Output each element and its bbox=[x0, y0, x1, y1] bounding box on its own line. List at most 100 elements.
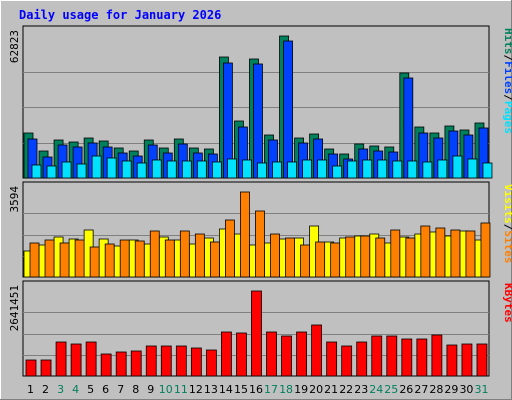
bar-pages-day-3 bbox=[61, 161, 72, 179]
x-tick-label-day-22: 22 bbox=[339, 383, 353, 396]
bar-pages-day-19 bbox=[302, 159, 312, 179]
chart-title: Daily usage for January 2026 bbox=[19, 8, 221, 22]
bar-kbytes-day-2 bbox=[40, 359, 52, 377]
bar-sites-day-20 bbox=[315, 241, 326, 278]
y-max-label-visits-sites: 3594 bbox=[8, 186, 21, 213]
bar-pages-day-18 bbox=[287, 161, 297, 179]
x-tick-label-day-17: 17 bbox=[264, 383, 278, 396]
x-tick-label-day-3: 3 bbox=[57, 383, 64, 396]
bar-sites-day-2 bbox=[44, 239, 55, 278]
bar-kbytes-day-29 bbox=[446, 344, 458, 377]
x-tick-label-day-26: 26 bbox=[399, 383, 413, 396]
bar-sites-day-8 bbox=[134, 240, 145, 278]
bar-sites-day-15 bbox=[240, 191, 250, 278]
bar-sites-day-23 bbox=[360, 235, 371, 278]
bar-pages-day-9 bbox=[151, 159, 162, 179]
bar-pages-day-11 bbox=[181, 160, 192, 179]
panel-visits-sites: 3594 Visits/Sites bbox=[8, 181, 512, 278]
bar-sites-day-11 bbox=[179, 230, 190, 278]
bar-kbytes-day-22 bbox=[341, 345, 353, 377]
panel-kbytes: 2641451 KBytes bbox=[8, 280, 512, 377]
panel-hits-files-pages: 62823 Hits/Files/Pages bbox=[8, 25, 512, 179]
bar-kbytes-day-15 bbox=[236, 332, 247, 377]
legend-item: / bbox=[502, 55, 512, 62]
bar-sites-day-6 bbox=[104, 243, 115, 278]
bar-sites-day-28 bbox=[435, 227, 446, 278]
x-tick-label-day-20: 20 bbox=[309, 383, 323, 396]
bar-pages-day-26 bbox=[407, 160, 418, 179]
legend-item: Sites bbox=[502, 230, 512, 263]
bar-kbytes-day-10 bbox=[160, 345, 172, 377]
bar-kbytes-day-16 bbox=[251, 290, 262, 377]
x-axis-day-labels: 1 2 3 4 5 6 7 8 9 10 11 12 13 14 15 16 17 18 19 20 21 22 23 24 2… bbox=[27, 383, 488, 396]
bar-sites-day-17 bbox=[270, 233, 280, 278]
x-tick-label-day-15: 15 bbox=[234, 383, 248, 396]
bar-pages-day-8 bbox=[136, 162, 147, 179]
bar-sites-day-5 bbox=[89, 246, 100, 278]
bar-pages-day-7 bbox=[121, 160, 132, 179]
bar-pages-day-1 bbox=[31, 164, 42, 179]
bar-pages-day-12 bbox=[196, 160, 207, 179]
x-tick-label-day-29: 29 bbox=[444, 383, 458, 396]
chart-panels: 62823 Hits/Files/Pages 3594 Visits / Sites 264… bbox=[8, 25, 512, 377]
bar-sites-day-30 bbox=[465, 230, 476, 278]
bar-sites-day-25 bbox=[390, 229, 401, 278]
bar-kbytes-day-24 bbox=[371, 335, 383, 377]
bar-pages-day-14 bbox=[227, 158, 237, 179]
x-tick-label-day-2: 2 bbox=[42, 383, 49, 396]
legend-item: / bbox=[502, 94, 512, 101]
bar-pages-day-16 bbox=[257, 162, 267, 179]
bar-sites-day-18 bbox=[285, 237, 295, 278]
bar-sites-day-13 bbox=[209, 241, 220, 278]
bar-kbytes-day-11 bbox=[175, 345, 187, 377]
x-tick-label-day-8: 8 bbox=[132, 383, 139, 396]
x-tick-label-day-9: 9 bbox=[147, 383, 154, 396]
bar-kbytes-day-6 bbox=[100, 353, 112, 377]
x-tick-label-day-10: 10 bbox=[159, 383, 173, 396]
bar-sites-day-12 bbox=[194, 233, 205, 278]
bar-sites-day-29 bbox=[450, 229, 461, 278]
x-tick-label-day-27: 27 bbox=[414, 383, 428, 396]
bar-pages-day-25 bbox=[392, 160, 403, 179]
bar-pages-day-15 bbox=[242, 159, 252, 179]
x-tick-label-day-31: 31 bbox=[474, 383, 488, 396]
bar-kbytes-day-17 bbox=[266, 331, 277, 377]
bar-kbytes-day-8 bbox=[130, 350, 142, 377]
bar-kbytes-day-1 bbox=[25, 359, 37, 377]
x-tick-label-day-24: 24 bbox=[369, 383, 383, 396]
bar-kbytes-day-19 bbox=[296, 331, 307, 377]
legend-hits-files-pages: Hits/Files/Pages bbox=[502, 28, 512, 134]
x-tick-label-day-12: 12 bbox=[189, 383, 203, 396]
x-tick-label-day-28: 28 bbox=[429, 383, 443, 396]
x-tick-label-day-7: 7 bbox=[117, 383, 124, 396]
bar-kbytes-day-18 bbox=[281, 335, 292, 377]
legend-item: Hits bbox=[502, 28, 512, 55]
bar-kbytes-day-12 bbox=[190, 347, 202, 377]
bar-kbytes-day-31 bbox=[476, 343, 488, 377]
bar-pages-day-4 bbox=[76, 163, 87, 179]
legend-item: Visits bbox=[502, 184, 512, 224]
x-tick-label-day-14: 14 bbox=[219, 383, 233, 396]
legend-item: Files bbox=[502, 61, 512, 94]
x-tick-label-day-21: 21 bbox=[324, 383, 338, 396]
bar-sites-day-9 bbox=[149, 230, 160, 278]
bar-kbytes-day-7 bbox=[115, 351, 127, 377]
x-tick-label-day-25: 25 bbox=[384, 383, 398, 396]
bar-kbytes-day-5 bbox=[85, 341, 97, 377]
bar-sites-day-24 bbox=[375, 237, 386, 278]
bar-kbytes-day-3 bbox=[55, 341, 67, 377]
bar-pages-day-28 bbox=[437, 159, 448, 179]
bar-files-day-16 bbox=[253, 63, 263, 179]
bar-sites-day-1 bbox=[29, 242, 40, 278]
x-tick-label-day-4: 4 bbox=[72, 383, 79, 396]
x-tick-label-day-30: 30 bbox=[459, 383, 473, 396]
bar-pages-day-17 bbox=[272, 161, 282, 179]
bar-kbytes-day-27 bbox=[416, 338, 428, 377]
bar-kbytes-day-28 bbox=[431, 334, 443, 377]
bar-pages-day-5 bbox=[91, 155, 102, 179]
bar-pages-day-31 bbox=[482, 162, 493, 179]
bar-sites-day-27 bbox=[420, 225, 431, 278]
y-max-label-hits-files-pages: 62823 bbox=[8, 30, 21, 63]
legend-kbytes: KBytes bbox=[502, 283, 512, 323]
